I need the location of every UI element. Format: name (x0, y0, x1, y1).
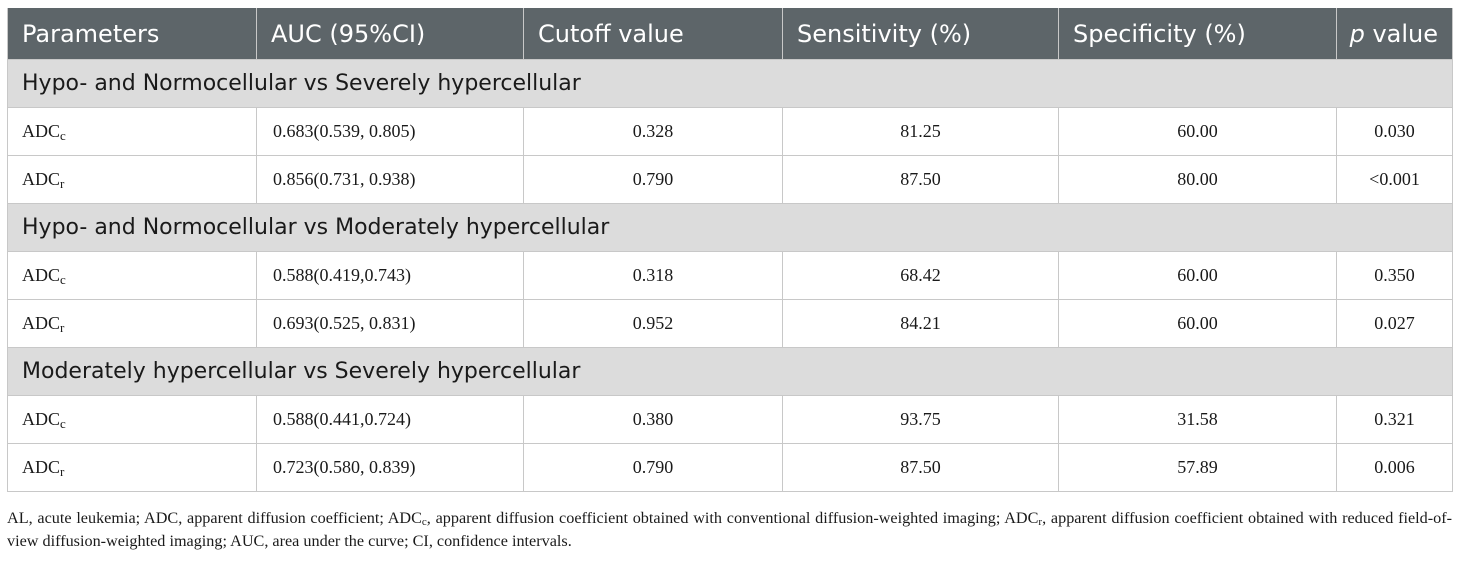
cell-sensitivity: 81.25 (782, 107, 1059, 156)
cell-p-value: 0.030 (1336, 107, 1453, 156)
table-row: ADCc 0.683(0.539, 0.805) 0.328 81.25 60.… (7, 107, 1453, 156)
cell-auc: 0.683(0.539, 0.805) (256, 107, 524, 156)
cell-parameter: ADCc (7, 107, 257, 156)
cell-auc: 0.723(0.580, 0.839) (256, 443, 524, 492)
cell-p-value: 0.321 (1336, 395, 1453, 444)
header-specificity: Specificity (%) (1058, 8, 1337, 60)
section-row: Hypo- and Normocellular vs Severely hype… (7, 59, 1453, 108)
header-p-rest: value (1364, 19, 1438, 48)
cell-parameter: ADCr (7, 299, 257, 348)
param-name: ADC (22, 265, 61, 285)
header-sensitivity: Sensitivity (%) (782, 8, 1059, 60)
table-header: Parameters AUC (95%CI) Cutoff value Sens… (7, 8, 1453, 60)
table-row: ADCr 0.723(0.580, 0.839) 0.790 87.50 57.… (7, 443, 1453, 492)
cell-cutoff: 0.380 (523, 395, 783, 444)
cell-specificity: 57.89 (1058, 443, 1337, 492)
cell-auc: 0.588(0.441,0.724) (256, 395, 524, 444)
cell-specificity: 60.00 (1058, 107, 1337, 156)
table-row: ADCr 0.856(0.731, 0.938) 0.790 87.50 80.… (7, 155, 1453, 204)
param-subscript: r (60, 176, 65, 191)
cell-specificity: 31.58 (1058, 395, 1337, 444)
cell-sensitivity: 84.21 (782, 299, 1059, 348)
cell-sensitivity: 93.75 (782, 395, 1059, 444)
param-subscript: c (60, 272, 66, 287)
header-auc: AUC (95%CI) (256, 8, 524, 60)
section-row: Moderately hypercellular vs Severely hyp… (7, 347, 1453, 396)
footnote-subscript-2: r (1038, 516, 1043, 528)
cell-cutoff: 0.790 (523, 155, 783, 204)
section-row: Hypo- and Normocellular vs Moderately hy… (7, 203, 1453, 252)
param-subscript: r (60, 320, 65, 335)
table-footnote: AL, acute leukemia; ADC, apparent diffus… (7, 507, 1452, 553)
section-title: Hypo- and Normocellular vs Severely hype… (7, 59, 1453, 108)
param-name: ADC (22, 409, 61, 429)
table-row: ADCc 0.588(0.419,0.743) 0.318 68.42 60.0… (7, 251, 1453, 300)
cell-sensitivity: 87.50 (782, 155, 1059, 204)
param-name: ADC (22, 121, 61, 141)
cell-specificity: 60.00 (1058, 251, 1337, 300)
table-row: ADCc 0.588(0.441,0.724) 0.380 93.75 31.5… (7, 395, 1453, 444)
cell-parameter: ADCr (7, 155, 257, 204)
param-subscript: c (60, 128, 66, 143)
results-table-container: Parameters AUC (95%CI) Cutoff value Sens… (7, 8, 1453, 492)
cell-sensitivity: 87.50 (782, 443, 1059, 492)
cell-parameter: ADCc (7, 395, 257, 444)
section-title: Moderately hypercellular vs Severely hyp… (7, 347, 1453, 396)
table-row: ADCr 0.693(0.525, 0.831) 0.952 84.21 60.… (7, 299, 1453, 348)
param-name: ADC (22, 313, 61, 333)
footnote-text-2: , apparent diffusion coefficient obtaine… (426, 509, 1039, 527)
table-body: Hypo- and Normocellular vs Severely hype… (7, 59, 1453, 492)
footnote-subscript-1: c (421, 516, 427, 528)
header-cutoff: Cutoff value (523, 8, 783, 60)
header-parameters: Parameters (7, 8, 257, 60)
cell-parameter: ADCr (7, 443, 257, 492)
cell-cutoff: 0.952 (523, 299, 783, 348)
cell-auc: 0.856(0.731, 0.938) (256, 155, 524, 204)
cell-cutoff: 0.328 (523, 107, 783, 156)
cell-cutoff: 0.790 (523, 443, 783, 492)
footnote-text-1: AL, acute leukemia; ADC, apparent diffus… (7, 509, 422, 527)
cell-sensitivity: 68.42 (782, 251, 1059, 300)
param-subscript: r (60, 464, 65, 479)
cell-p-value: 0.350 (1336, 251, 1453, 300)
cell-parameter: ADCc (7, 251, 257, 300)
roc-results-table: Parameters AUC (95%CI) Cutoff value Sens… (7, 8, 1453, 492)
cell-p-value: 0.027 (1336, 299, 1453, 348)
cell-auc: 0.693(0.525, 0.831) (256, 299, 524, 348)
section-title: Hypo- and Normocellular vs Moderately hy… (7, 203, 1453, 252)
cell-auc: 0.588(0.419,0.743) (256, 251, 524, 300)
header-p-value: p value (1336, 8, 1453, 60)
param-name: ADC (22, 169, 61, 189)
cell-cutoff: 0.318 (523, 251, 783, 300)
cell-p-value: <0.001 (1336, 155, 1453, 204)
header-p-italic: p (1349, 19, 1365, 48)
cell-specificity: 60.00 (1058, 299, 1337, 348)
header-row: Parameters AUC (95%CI) Cutoff value Sens… (7, 8, 1453, 60)
param-name: ADC (22, 457, 61, 477)
param-subscript: c (60, 416, 66, 431)
cell-specificity: 80.00 (1058, 155, 1337, 204)
footnote-text-3: , apparent diffusion coefficient obtaine… (7, 509, 1453, 550)
cell-p-value: 0.006 (1336, 443, 1453, 492)
